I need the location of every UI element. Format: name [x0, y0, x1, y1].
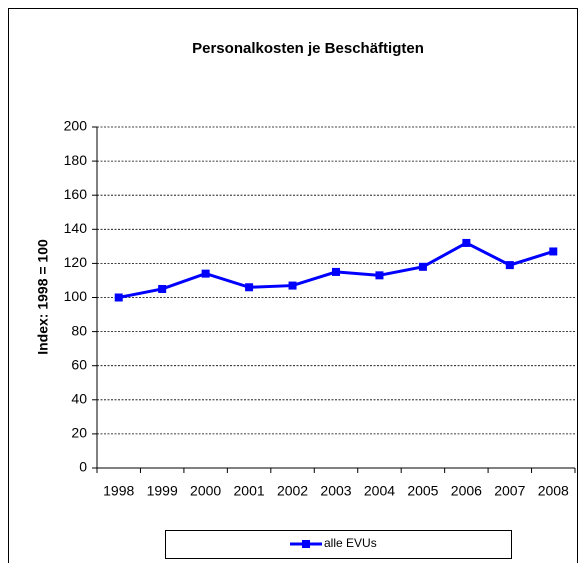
y-tick-label: 40: [71, 391, 87, 407]
y-tick-label: 200: [64, 118, 88, 134]
y-tick-label: 80: [71, 322, 87, 338]
y-tick-label: 60: [71, 356, 87, 372]
x-tick-label: 2000: [190, 483, 221, 499]
y-tick-label: 100: [64, 288, 88, 304]
y-tick-label: 20: [71, 425, 87, 441]
y-tick-label: 180: [64, 152, 88, 168]
x-tick-label: 1998: [103, 483, 134, 499]
data-point: [462, 238, 471, 247]
data-point: [114, 293, 123, 302]
x-tick-label: 2002: [277, 483, 308, 499]
data-point: [505, 261, 514, 270]
data-point: [332, 267, 340, 276]
legend-marker: [302, 540, 310, 548]
y-tick-label: 0: [79, 459, 87, 475]
x-tick-label: 2003: [320, 483, 351, 499]
x-tick-label: 2007: [494, 483, 525, 499]
y-axis-label: Index: 1998 = 100: [35, 239, 51, 355]
x-tick-label: 2005: [407, 483, 438, 499]
x-tick-label: 2008: [538, 483, 569, 499]
x-tick-label: 2004: [364, 483, 395, 499]
y-tick-label: 120: [64, 254, 88, 270]
x-tick-label: 2001: [234, 483, 265, 499]
y-tick-label: 160: [64, 186, 88, 202]
x-tick-label: 2006: [451, 483, 482, 499]
legend-box: [165, 530, 512, 559]
data-point: [201, 269, 210, 278]
legend-label: alle EVUs: [324, 536, 377, 550]
data-point: [288, 281, 297, 290]
data-point: [549, 247, 558, 256]
y-tick-label: 140: [64, 220, 88, 236]
x-tick-label: 1999: [147, 483, 178, 499]
data-point: [158, 284, 167, 293]
data-point: [375, 271, 384, 280]
data-point: [418, 262, 427, 271]
chart-title: Personalkosten je Beschäftigten: [192, 40, 424, 57]
data-point: [245, 283, 254, 292]
